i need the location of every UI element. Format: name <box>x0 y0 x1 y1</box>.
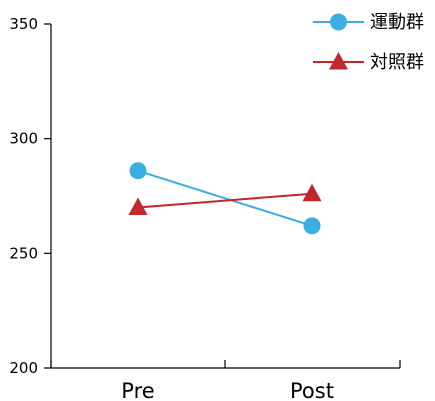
series-line <box>137 169 313 227</box>
series-1 <box>129 162 321 235</box>
y-ticks: 200 250 300 350 <box>9 15 51 377</box>
legend-label: 対照群 <box>370 52 424 73</box>
data-point <box>302 183 322 202</box>
legend-marker <box>329 52 348 70</box>
data-point <box>303 217 321 235</box>
legend-item: 対照群 <box>313 52 424 73</box>
x-tick-label: Post <box>290 379 334 401</box>
y-tick-label: 350 <box>9 15 38 33</box>
series <box>128 162 322 235</box>
y-tick-label: 250 <box>9 244 38 262</box>
y-tick-label: 200 <box>9 359 38 377</box>
data-point <box>128 197 148 215</box>
x-tick-label: Pre <box>121 379 154 401</box>
legend-item: 運動群 <box>313 12 424 33</box>
axes <box>50 24 400 369</box>
legend-label: 運動群 <box>370 12 424 33</box>
x-ticks: Pre Post <box>50 360 401 401</box>
series-line <box>137 192 313 209</box>
y-tick-label: 300 <box>9 130 38 148</box>
data-point <box>129 162 147 180</box>
series-2 <box>128 183 322 215</box>
legend-marker <box>330 13 347 31</box>
